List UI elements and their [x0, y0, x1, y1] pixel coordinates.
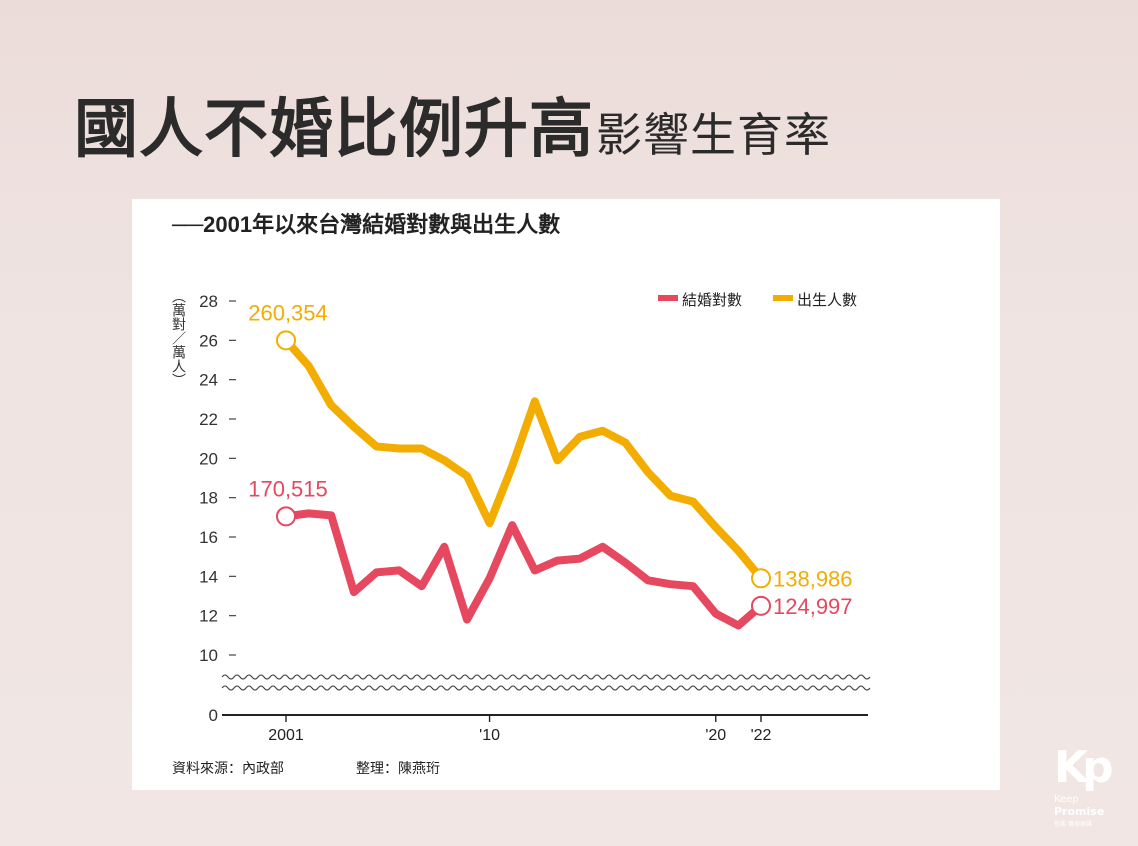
y-axis-label: （萬對／萬人）: [170, 289, 186, 387]
series-lines: [282, 336, 765, 630]
series-end-marker: [751, 595, 771, 616]
series-markers: 170,515 124,997 260,354 138,986: [248, 300, 852, 619]
x-tick-label: '10: [479, 727, 500, 744]
y-tick-label: 14: [199, 567, 218, 586]
series-start-marker: [276, 506, 296, 527]
y-tick-label: 20: [199, 449, 218, 468]
chart-card: ──2001年以來台灣結婚對數與出生人數 （萬對／萬人） 0 10 12 14 16 18…: [132, 199, 1000, 790]
logo-subtext: 信諾 實現承諾: [1054, 821, 1092, 828]
marriage-series-line: [282, 509, 765, 630]
y-tick-label: 26: [199, 331, 218, 350]
series-end-label: 138,986: [773, 566, 853, 591]
y-tick-label: 12: [199, 607, 218, 626]
legend-label: 結婚對數: [682, 291, 742, 309]
source-note: 資料來源：內政部: [172, 761, 284, 777]
y-tick-label: 28: [199, 292, 218, 311]
axis-break-wave: [221, 674, 871, 680]
series-start-marker: [276, 330, 296, 351]
logo-mark: Kp: [1054, 742, 1114, 793]
y-tick-label: 22: [199, 410, 218, 429]
axis-break-wave: [221, 685, 871, 691]
y-tick-label: 10: [199, 646, 218, 665]
y-tick-label: 24: [199, 371, 218, 390]
legend-label: 出生人數: [797, 291, 857, 309]
x-tick-label: '20: [705, 727, 726, 744]
headline-bold: 國人不婚比例升高: [74, 93, 594, 167]
legend: 結婚對數 出生人數: [658, 291, 857, 309]
series-start-label: 260,354: [248, 300, 328, 325]
y-tick-label: 18: [199, 489, 218, 508]
line-chart: ──2001年以來台灣結婚對數與出生人數 （萬對／萬人） 0 10 12 14 16 18…: [170, 212, 871, 777]
compiler-note: 整理：陳燕珩: [356, 761, 440, 777]
x-axis: 2001 '10 '20 '22: [222, 714, 868, 744]
series-end-label: 124,997: [773, 594, 853, 619]
series-end-marker: [751, 568, 771, 589]
y-axis-ticks: 0 10 12 14 16 18 20 22 24 26 28: [199, 292, 236, 725]
y-axis-label-text: （萬對／萬人）: [170, 289, 186, 387]
chart-title: ──2001年以來台灣結婚對數與出生人數: [171, 212, 560, 237]
x-tick-label: '22: [751, 727, 772, 744]
keep-promise-logo: Kp Keep Promise 信諾 實現承諾: [1040, 742, 1126, 830]
logo-word-promise: Promise: [1054, 805, 1105, 818]
series-start-label: 170,515: [248, 476, 328, 501]
y-tick-label: 0: [209, 706, 218, 725]
legend-swatch: [658, 295, 678, 301]
births-series-line: [282, 336, 765, 583]
axis-break: [221, 674, 871, 691]
y-tick-label: 16: [199, 528, 218, 547]
x-tick-label: 2001: [268, 727, 304, 744]
page-headline: 國人不婚比例升高影響生育率: [74, 78, 831, 170]
legend-swatch: [773, 295, 793, 301]
logo-word-keep: Keep: [1054, 794, 1079, 805]
headline-light: 影響生育率: [596, 108, 831, 162]
